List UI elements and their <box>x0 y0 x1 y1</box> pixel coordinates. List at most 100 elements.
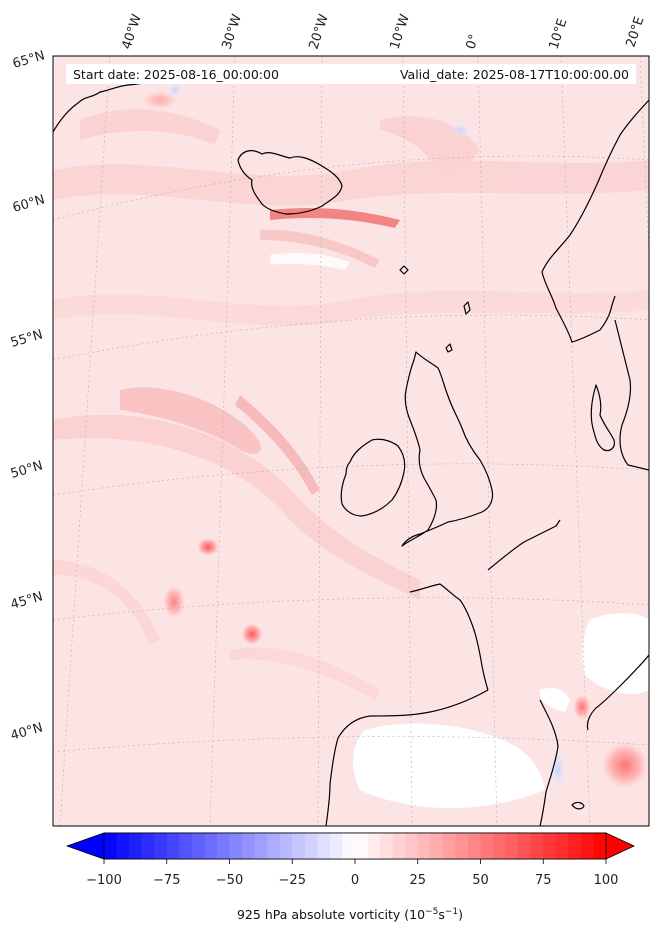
colorbar-tick-label: 25 <box>409 873 426 888</box>
negative-vorticity-patch <box>165 80 185 100</box>
longitude-gridline <box>477 56 498 826</box>
latitude-label: 50°N <box>9 458 45 481</box>
faroe-islands <box>399 265 409 275</box>
colorbar-band <box>292 833 306 859</box>
colorbar-band <box>329 833 343 859</box>
colorbar-band <box>518 833 532 859</box>
longitude-label: 10°E <box>547 17 571 51</box>
header-background <box>66 64 636 84</box>
colorbar-band <box>442 833 456 859</box>
valid-date-label: Valid_date: 2025-08-17T10:00:00.00 <box>400 67 629 82</box>
vorticity-maximum <box>162 584 186 620</box>
colorbar-tick-label: −25 <box>279 873 306 888</box>
longitude-label: 0° <box>464 33 483 52</box>
continent-north-coast <box>487 519 561 571</box>
latitude-gridline <box>53 314 649 361</box>
longitude-label: 40°W <box>120 12 145 51</box>
sweden-coast <box>614 319 649 471</box>
colorbar-tick-label: 0 <box>351 873 359 888</box>
colorbar-label: 925 hPa absolute vorticity (10−5s−1) <box>237 907 463 922</box>
colorbar-band <box>392 833 406 859</box>
colorbar-band <box>505 833 519 859</box>
colorbar-band <box>141 833 155 859</box>
colorbar-band <box>317 833 331 859</box>
latitude-label: 65°N <box>11 48 47 71</box>
colorbar-band <box>530 833 544 859</box>
latitude-label: 45°N <box>9 589 45 612</box>
iceland-coast <box>237 150 343 215</box>
map-panel <box>53 56 649 826</box>
colorbar-band <box>154 833 168 859</box>
great-britain-coast <box>401 351 494 547</box>
colorbar: −100 −75 −50 −25 0 25 50 75 100 925 hPa absolute… <box>65 832 635 922</box>
colorbar-tick-label: −50 <box>216 873 243 888</box>
france-coast <box>409 583 489 691</box>
vorticity-maximum <box>240 622 264 646</box>
colorbar-band <box>129 833 143 859</box>
colorbar-band <box>229 833 243 859</box>
colorbar-band <box>279 833 293 859</box>
colorbar-band <box>493 833 507 859</box>
norway-coast <box>541 99 649 343</box>
colorbar-band <box>304 833 318 859</box>
longitude-labels: 40°W 30°W 20°W 10°W 0° 10°E 20°E <box>120 12 648 51</box>
colorbar-band <box>254 833 268 859</box>
colorbar-tick-label: 75 <box>535 873 552 888</box>
colorbar-high-extension <box>605 832 635 860</box>
longitude-gridline <box>59 56 111 826</box>
latitude-label: 55°N <box>9 327 45 350</box>
colorbar-band <box>355 833 369 859</box>
graticule <box>53 56 649 826</box>
italy-coast <box>586 654 649 731</box>
colorbar-band <box>204 833 218 859</box>
negative-vorticity-patch <box>448 122 472 138</box>
longitude-label: 20°E <box>624 15 648 49</box>
colorbar-tick-label: −100 <box>86 873 122 888</box>
colorbar-band <box>166 833 180 859</box>
colorbar-tick-label: 50 <box>472 873 489 888</box>
colorbar-band <box>430 833 444 859</box>
denmark-coast <box>590 384 615 452</box>
colorbar-tick-label: 100 <box>594 873 619 888</box>
longitude-gridline <box>402 56 413 826</box>
longitude-label: 10°W <box>388 12 413 51</box>
latitude-labels: 65°N 60°N 55°N 50°N 45°N 40°N <box>9 48 47 743</box>
vorticity-maximum <box>572 693 592 721</box>
colorbar-band <box>593 833 607 859</box>
latitude-label: 40°N <box>9 720 45 743</box>
colorbar-band <box>267 833 281 859</box>
longitude-gridline <box>560 56 591 826</box>
colorbar-band <box>191 833 205 859</box>
vorticity-maximum <box>599 739 649 791</box>
colorbar-band <box>367 833 381 859</box>
colorbar-band <box>580 833 594 859</box>
colorbar-ticks: −100 −75 −50 −25 0 25 50 75 100 <box>86 859 618 888</box>
iberia-coast <box>325 689 489 826</box>
colorbar-band <box>417 833 431 859</box>
colorbar-band <box>242 833 256 859</box>
latitude-label: 60°N <box>11 192 47 215</box>
colorbar-band <box>380 833 394 859</box>
colorbar-low-extension <box>65 832 105 860</box>
colorbar-band <box>405 833 419 859</box>
longitude-label: 20°W <box>307 12 332 51</box>
longitude-gridline <box>209 56 236 826</box>
iberia-south-coast <box>539 699 559 826</box>
shetland-islands <box>463 301 471 315</box>
colorbar-band <box>543 833 557 859</box>
orkney-islands <box>445 343 453 353</box>
latitude-gridline <box>53 155 649 221</box>
colorbar-band <box>179 833 193 859</box>
longitude-label: 30°W <box>220 12 245 51</box>
start-date-label: Start date: 2025-08-16_00:00:00 <box>73 67 279 82</box>
colorbar-band <box>568 833 582 859</box>
colorbar-band <box>467 833 481 859</box>
negative-vorticity-patch <box>548 748 568 792</box>
colorbar-band <box>116 833 130 859</box>
mediterranean-island <box>571 801 585 810</box>
colorbar-bands <box>103 832 607 860</box>
colorbar-band <box>342 833 356 859</box>
colorbar-band <box>555 833 569 859</box>
colorbar-band <box>480 833 494 859</box>
